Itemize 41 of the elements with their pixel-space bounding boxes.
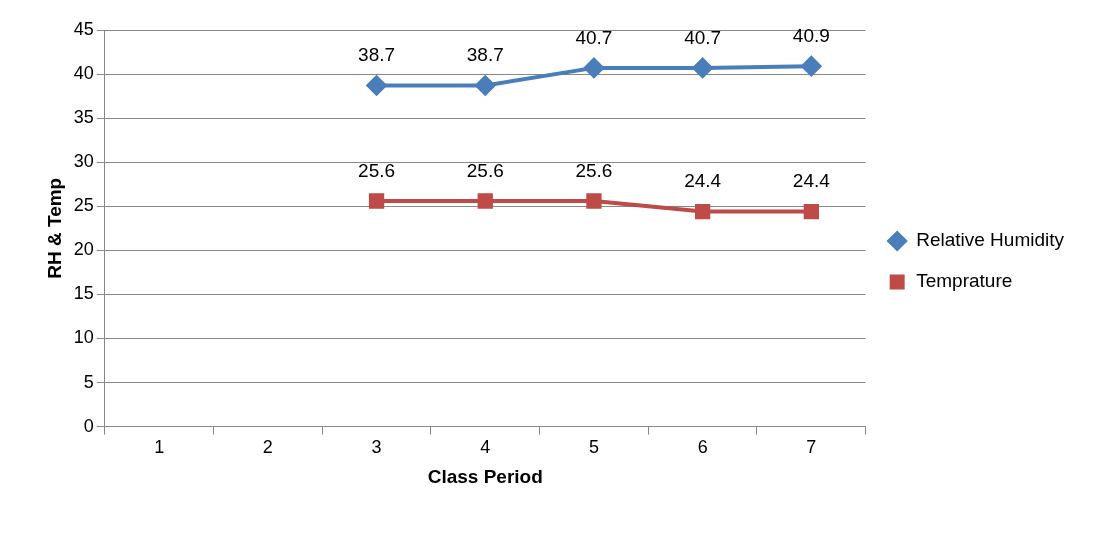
data-label: 25.6	[575, 159, 613, 181]
data-label: 25.6	[358, 159, 396, 181]
data-label: 40.9	[792, 24, 830, 46]
data-label: 25.6	[466, 159, 504, 181]
y-tick-label: 5	[83, 371, 94, 392]
data-label: 24.4	[792, 170, 831, 192]
data-label: 24.4	[684, 170, 722, 192]
data-label: 38.7	[358, 44, 396, 66]
point	[694, 203, 711, 220]
point	[366, 75, 387, 96]
y-tick-label: 35	[73, 107, 94, 128]
y-tick-label: 40	[73, 63, 94, 84]
point	[368, 193, 385, 209]
x-axis-title: Class Period	[427, 465, 543, 487]
point	[801, 56, 822, 77]
y-tick-label: 25	[73, 195, 94, 216]
point	[583, 57, 604, 78]
data-label: 38.7	[466, 44, 504, 66]
point	[692, 57, 713, 78]
point	[475, 75, 496, 96]
legend-label: Relative Humidity	[916, 229, 1065, 251]
data-label: 40.7	[575, 26, 613, 48]
x-tick-label: 2	[262, 437, 273, 458]
y-tick-label: 15	[73, 283, 94, 304]
y-tick-label: 0	[83, 415, 94, 436]
x-tick-label: 1	[154, 437, 165, 458]
x-tick-label: 7	[806, 437, 817, 458]
y-tick-label: 20	[73, 239, 94, 260]
point	[803, 203, 819, 220]
point	[477, 193, 493, 209]
y-tick-label: 10	[73, 327, 94, 348]
x-tick-label: 3	[371, 437, 382, 458]
x-tick-label: 4	[480, 437, 491, 458]
legend-label: Temprature	[916, 270, 1013, 292]
data-label: 40.7	[684, 26, 722, 48]
point	[586, 193, 602, 209]
y-tick-label: 45	[73, 18, 94, 39]
x-tick-label: 6	[697, 437, 708, 458]
y-axis-title: RH & Temp	[43, 177, 65, 279]
y-tick-label: 30	[73, 151, 94, 172]
x-tick-label: 5	[588, 437, 599, 458]
